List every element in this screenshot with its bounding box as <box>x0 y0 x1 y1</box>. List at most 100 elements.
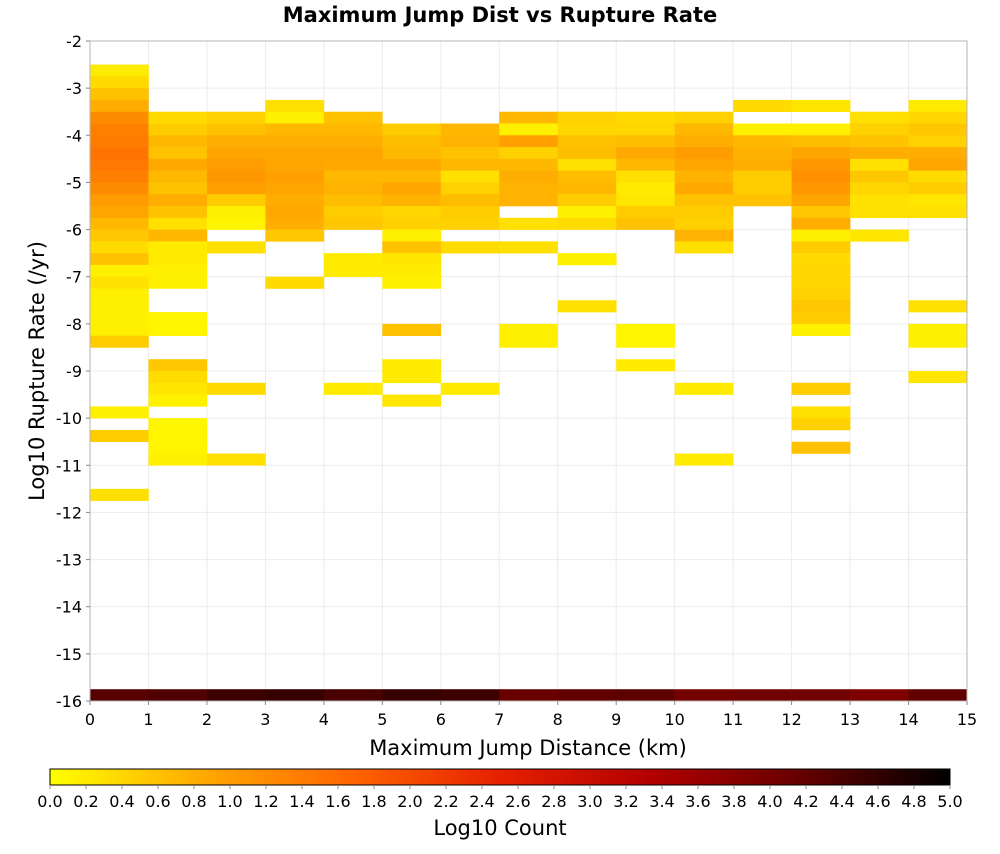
heatmap-cell <box>148 276 208 289</box>
heatmap-cell <box>440 135 500 148</box>
heatmap-cell <box>791 147 851 160</box>
heatmap-cell <box>616 689 675 702</box>
heatmap-cell <box>616 323 675 336</box>
x-axis-label: Maximum Jump Distance (km) <box>369 736 687 760</box>
heatmap-cell <box>323 123 383 136</box>
heatmap-cell <box>850 111 909 124</box>
heatmap-cell <box>265 689 325 702</box>
heatmap-cell <box>90 335 149 348</box>
heatmap-cell <box>382 323 442 336</box>
heatmap-cell <box>148 359 208 372</box>
heatmap-cell <box>148 147 208 160</box>
heatmap-cell <box>148 689 208 702</box>
colorbar <box>49 768 951 786</box>
heatmap-cell <box>90 323 149 336</box>
heatmap-cell <box>148 371 208 384</box>
heatmap-cell <box>674 170 734 183</box>
heatmap-cell <box>265 99 325 113</box>
heatmap-cell <box>206 217 266 230</box>
y-tick-label: -10 <box>56 409 82 428</box>
colorbar-tick-label: 4.6 <box>865 792 890 811</box>
y-tick-label: -4 <box>66 126 82 145</box>
heatmap-cell <box>265 147 325 160</box>
heatmap-cell <box>557 182 617 195</box>
heatmap-cell <box>148 123 208 136</box>
heatmap-cell <box>323 253 383 266</box>
y-tick-label: -11 <box>56 456 82 475</box>
heatmap-cell <box>908 323 968 336</box>
heatmap-cell <box>148 135 208 148</box>
heatmap-cell <box>265 217 325 230</box>
heatmap-cell <box>908 123 968 136</box>
heatmap-cell <box>499 194 559 207</box>
heatmap-cell <box>908 111 968 124</box>
heatmap-cell <box>674 241 734 254</box>
heatmap-cell <box>791 182 851 195</box>
heatmap-cell <box>733 158 792 171</box>
heatmap-cell <box>908 206 968 219</box>
heatmap-cell <box>557 147 617 160</box>
heatmap-cell <box>908 158 968 171</box>
heatmap-cell <box>850 170 909 183</box>
heatmap-cell <box>382 158 442 171</box>
heatmap-cell <box>674 382 734 395</box>
heatmap-cell <box>674 206 734 219</box>
heatmap-cell <box>557 206 617 219</box>
heatmap-cell <box>791 217 851 230</box>
heatmap-cell <box>90 88 149 101</box>
heatmap-cell <box>148 158 208 171</box>
heatmap-cell <box>148 429 208 443</box>
heatmap-cell <box>616 217 675 230</box>
heatmap-cell <box>557 689 617 702</box>
heatmap-cell <box>908 99 968 113</box>
x-tick-label: 3 <box>260 710 270 729</box>
y-tick-label: -12 <box>56 503 82 522</box>
heatmap-cell <box>90 300 149 313</box>
heatmap-cell <box>616 359 675 372</box>
heatmap-cell <box>616 158 675 171</box>
heatmap-cell <box>206 206 266 219</box>
heatmap-cell <box>90 99 149 113</box>
heatmap-cell <box>850 147 909 160</box>
colorbar-tick-label: 4.0 <box>757 792 782 811</box>
heatmap-cell <box>323 264 383 278</box>
x-tick-label: 13 <box>840 710 860 729</box>
heatmap-cell <box>323 206 383 219</box>
heatmap-cell <box>440 217 500 230</box>
heatmap-cell <box>265 123 325 136</box>
heatmap-cell <box>791 206 851 219</box>
colorbar-tick-label: 0.8 <box>181 792 206 811</box>
heatmap-cell <box>90 217 149 230</box>
heatmap-cell <box>557 123 617 136</box>
x-tick-label: 15 <box>957 710 977 729</box>
heatmap-cell <box>265 276 325 289</box>
colorbar-tick-label: 3.2 <box>613 792 638 811</box>
heatmap-cell <box>382 241 442 254</box>
heatmap-cell <box>90 241 149 254</box>
heatmap-cell <box>90 111 149 124</box>
heatmap-cell <box>265 111 325 124</box>
colorbar-tick-label: 3.6 <box>685 792 710 811</box>
heatmap-cell <box>206 135 266 148</box>
heatmap-cell <box>499 241 559 254</box>
heatmap-cell <box>674 123 734 136</box>
heatmap-cell <box>440 123 500 136</box>
colorbar-label: Log10 Count <box>433 816 566 840</box>
heatmap-cell <box>323 111 383 124</box>
heatmap-cell <box>323 135 383 148</box>
heatmap-cell <box>908 182 968 195</box>
heatmap-cell <box>791 382 851 395</box>
heatmap-cell <box>90 264 149 278</box>
heatmap-cell <box>382 394 442 407</box>
heatmap-cell <box>148 264 208 278</box>
colorbar-tick-label: 3.8 <box>721 792 746 811</box>
heatmap-cell <box>791 170 851 183</box>
colorbar-tick-label: 0.2 <box>73 792 98 811</box>
heatmap-cell <box>382 194 442 207</box>
heatmap-cell <box>440 182 500 195</box>
colorbar-tick-label: 2.8 <box>541 792 566 811</box>
colorbar-ticks: 0.0 0.2 0.4 0.6 0.8 1.0 1.2 1.4 1.6 1.8 2.0 2.2 2.4 2… <box>37 785 963 811</box>
colorbar-tick-label: 2.0 <box>397 792 422 811</box>
heatmap-cell <box>557 135 617 148</box>
heatmap-cell <box>382 689 442 702</box>
